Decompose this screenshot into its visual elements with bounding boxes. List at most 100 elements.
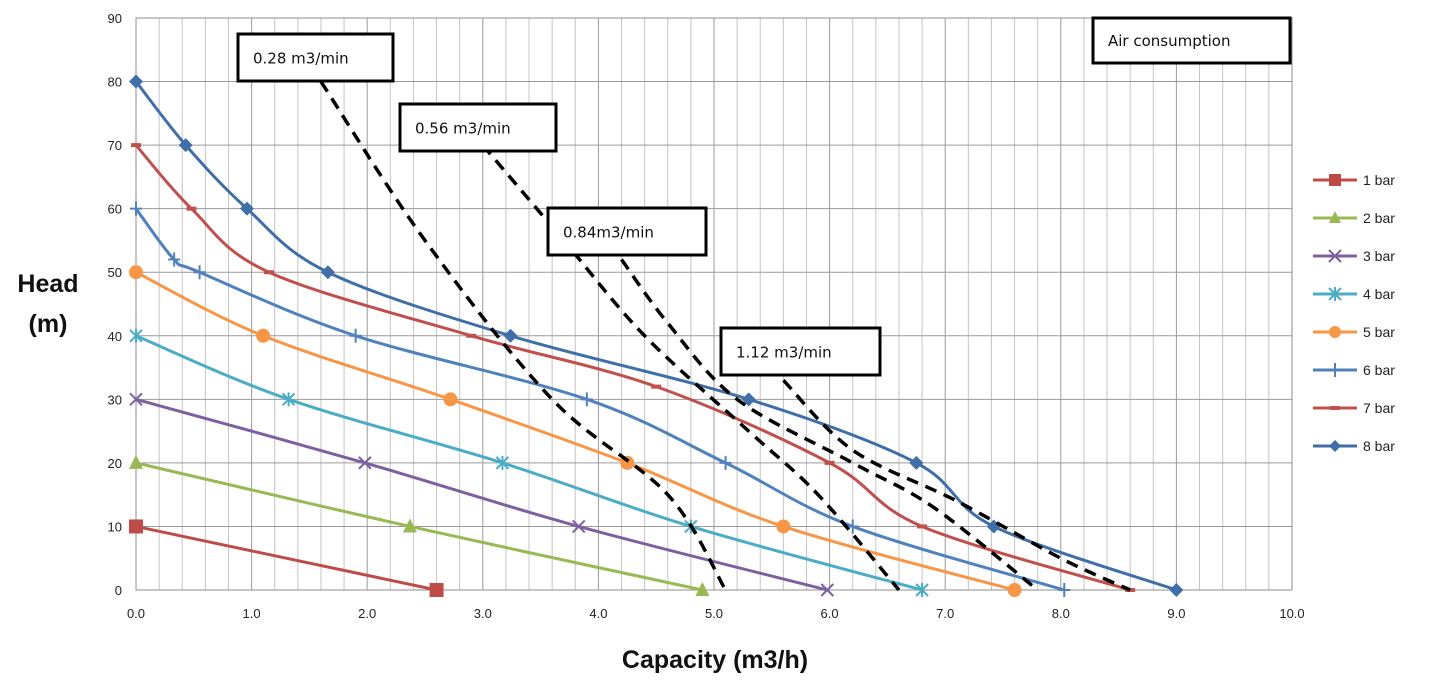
data-point-marker (846, 519, 859, 534)
data-point-marker (495, 455, 510, 470)
data-point-marker (719, 455, 732, 470)
callout-label: 0.84m3/min (563, 224, 654, 242)
legend-label: 1 bar (1363, 172, 1395, 188)
data-point-marker (651, 384, 662, 389)
data-point-marker (129, 519, 143, 534)
x-tick-label: 7.0 (936, 606, 954, 621)
data-point-marker (1058, 583, 1071, 597)
y-tick-label: 60 (108, 202, 122, 217)
plot-area-frame (135, 17, 1293, 591)
y-tick-label: 0 (115, 583, 122, 598)
data-point-marker (917, 524, 928, 529)
x-tick-label: 1.0 (243, 606, 261, 621)
y-axis-title-line2: (m) (29, 310, 68, 338)
data-point-marker (402, 518, 417, 533)
x-tick-label: 10.0 (1279, 606, 1304, 621)
callout-box: 0.84m3/min (546, 206, 708, 257)
y-tick-label: 10 (108, 519, 122, 534)
y-axis-title-line1: Head (17, 270, 78, 298)
data-point-marker (349, 328, 362, 343)
data-point-marker (263, 270, 274, 275)
data-point-marker (1328, 249, 1342, 263)
series-line (135, 397, 828, 592)
data-point-marker (909, 455, 924, 470)
data-point-marker (915, 583, 929, 597)
y-tick-label: 20 (108, 456, 122, 471)
x-tick-label: 3.0 (474, 606, 492, 621)
x-tick-label: 0.0 (127, 606, 145, 621)
plot-border (135, 17, 1293, 591)
callout-frame (546, 206, 708, 257)
data-point-marker (1330, 406, 1340, 410)
callout-frame (398, 102, 558, 153)
data-point-marker (1329, 363, 1341, 377)
legend-item: 3 bar (1313, 248, 1395, 264)
air-consumption-line (319, 80, 728, 591)
series-4-bar (129, 328, 929, 597)
data-point-marker (358, 456, 372, 470)
legend-item: 2 bar (1313, 210, 1395, 226)
legend-label: 5 bar (1363, 324, 1395, 340)
series-line (134, 80, 1177, 592)
series-1-bar (129, 519, 444, 597)
legend-item: 7 bar (1313, 400, 1395, 416)
callout-label: 0.56 m3/min (415, 120, 511, 138)
data-point-marker (168, 252, 181, 267)
data-point-marker (129, 392, 143, 407)
data-point-marker (1329, 211, 1341, 223)
data-point-marker (1169, 583, 1184, 597)
callout-box: 0.56 m3/min (398, 102, 558, 153)
callout-label: 0.28 m3/min (253, 50, 349, 68)
data-point-marker (1328, 287, 1342, 301)
y-tick-label: 30 (108, 392, 122, 407)
legend-label: 7 bar (1363, 400, 1395, 416)
data-point-marker (130, 201, 142, 216)
series-7-bar (131, 143, 1136, 592)
legend-item: 8 bar (1313, 438, 1395, 454)
legend-label: 4 bar (1363, 286, 1395, 302)
data-point-marker (824, 460, 835, 465)
legend-label: 2 bar (1363, 210, 1395, 226)
legend-item: 4 bar (1313, 286, 1395, 302)
x-axis-ticks: 0.0 1.0 2.0 3.0 4.0 5.0 6.0 7.0 8.0 9.0 10.0 (127, 606, 1305, 621)
data-point-marker (129, 74, 143, 89)
data-point-marker (320, 265, 335, 280)
air-consumption-box-label: Air consumption (1108, 32, 1230, 50)
y-tick-label: 80 (108, 75, 122, 90)
y-tick-label: 40 (108, 329, 122, 344)
data-point-marker (178, 138, 193, 153)
callout-box: 0.28 m3/min (236, 32, 395, 83)
legend-item: 1 bar (1313, 172, 1395, 188)
data-point-marker (429, 583, 444, 597)
series-line (135, 524, 437, 592)
data-point-marker (580, 392, 593, 407)
x-tick-label: 8.0 (1052, 606, 1070, 621)
data-point-marker (1329, 440, 1341, 452)
data-point-marker (572, 519, 586, 534)
x-axis-title: Capacity (m3/h) (622, 646, 808, 674)
data-point-marker (776, 519, 791, 534)
legend-item: 6 bar (1313, 362, 1395, 378)
data-point-marker (129, 454, 143, 469)
x-tick-label: 2.0 (358, 606, 376, 621)
series-2-bar (129, 454, 710, 596)
legend-label: 6 bar (1363, 362, 1395, 378)
x-tick-label: 4.0 (589, 606, 607, 621)
y-tick-label: 90 (108, 11, 122, 26)
data-point-marker (695, 582, 710, 596)
data-point-marker (256, 328, 271, 343)
data-point-marker (129, 265, 143, 280)
series-5-bar (129, 265, 1022, 597)
series-6-bar (130, 201, 1071, 597)
legend-item: 5 bar (1313, 324, 1395, 340)
air-consumption-callouts: 0.28 m3/min 0.56 m3/min 0.84m3/min 1.12 m3/… (236, 32, 882, 377)
series-line (135, 334, 923, 592)
air-consumption-line (782, 379, 1131, 592)
callout-label: 1.12 m3/min (736, 344, 832, 362)
data-point-marker (1007, 583, 1022, 597)
callout-box: 1.12 m3/min (719, 326, 882, 377)
data-point-marker (281, 392, 296, 407)
x-tick-label: 5.0 (705, 606, 723, 621)
legend: 1 bar 2 bar 3 bar 4 bar 5 bar 6 bar 7 bar 8 bar (1313, 172, 1395, 454)
